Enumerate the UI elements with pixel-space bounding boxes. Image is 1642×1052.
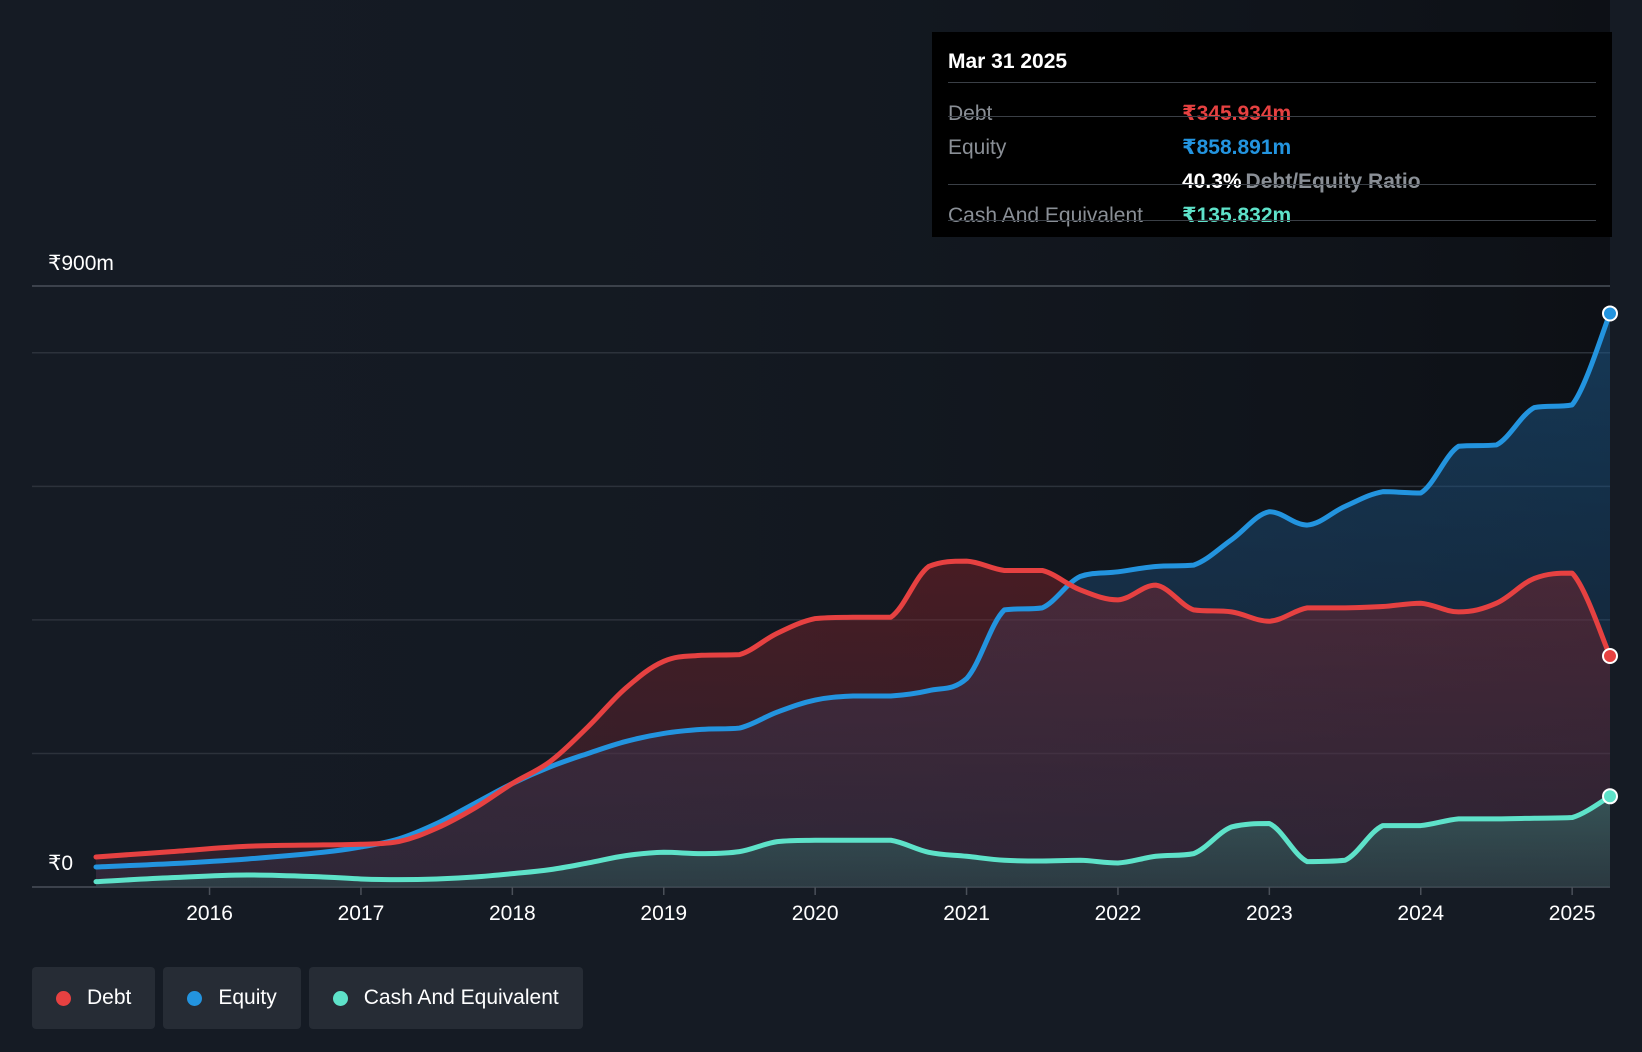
debt-end-marker xyxy=(1602,647,1618,664)
tooltip-divider xyxy=(948,184,1596,185)
tooltip-ratio-value: 40.3% xyxy=(1182,170,1242,193)
tooltip-cash-label: Cash And Equivalent xyxy=(948,204,1143,227)
tooltip-ratio-row: 40.3% Debt/Equity Ratio xyxy=(948,165,1596,199)
legend-item-cash[interactable]: Cash And Equivalent xyxy=(308,967,583,1029)
legend-label-cash: Cash And Equivalent xyxy=(363,986,559,1009)
tooltip-equity-value: ₹858.891m xyxy=(1182,136,1292,159)
equity-end-marker xyxy=(1602,305,1618,322)
tooltip-debt-value: ₹345.934m xyxy=(1182,102,1292,125)
tooltip-cash-row: Cash And Equivalent ₹135.832m xyxy=(948,199,1596,233)
x-tick-label: 2021 xyxy=(943,902,990,925)
chart-tooltip: Mar 31 2025 Debt ₹345.934m Equity ₹858.8… xyxy=(932,32,1612,237)
x-tick-label: 2019 xyxy=(640,902,687,925)
tooltip-divider xyxy=(948,220,1596,221)
x-tick-label: 2017 xyxy=(338,902,385,925)
x-tick-label: 2025 xyxy=(1549,902,1596,925)
tooltip-debt-row: Debt ₹345.934m xyxy=(948,97,1596,131)
equity-dot-icon xyxy=(187,990,203,1006)
tooltip-divider xyxy=(948,116,1596,117)
x-tick-label: 2020 xyxy=(792,902,839,925)
tooltip-debt-label: Debt xyxy=(948,102,993,125)
debt-area xyxy=(96,561,1610,887)
x-tick-label: 2023 xyxy=(1246,902,1293,925)
legend-label-debt: Debt xyxy=(87,986,132,1009)
cash-end-marker xyxy=(1602,788,1618,805)
tooltip-date: Mar 31 2025 xyxy=(948,50,1068,73)
x-tick-label: 2018 xyxy=(489,902,536,925)
tooltip-ratio: 40.3% Debt/Equity Ratio xyxy=(1182,165,1421,199)
tooltip-cash-value: ₹135.832m xyxy=(1182,204,1292,227)
y-axis-min-label: ₹0 xyxy=(48,852,73,875)
cash-dot-icon xyxy=(332,990,348,1006)
tooltip-ratio-label: Debt/Equity Ratio xyxy=(1245,170,1421,193)
tooltip-divider xyxy=(948,82,1596,83)
tooltip-equity-label: Equity xyxy=(948,136,1007,159)
equity-line xyxy=(93,310,1613,870)
debt-dot-icon xyxy=(56,990,71,1006)
legend-label-equity: Equity xyxy=(218,986,277,1009)
tooltip-equity-row: Equity ₹858.891m xyxy=(948,131,1596,165)
debt-line xyxy=(93,558,1613,860)
legend-item-debt[interactable]: Debt xyxy=(32,967,156,1029)
legend-item-equity[interactable]: Equity xyxy=(163,967,301,1029)
x-tick-label: 2016 xyxy=(186,902,233,925)
cash-line xyxy=(93,793,1613,885)
x-tick-label: 2024 xyxy=(1397,902,1444,925)
x-tick-label: 2022 xyxy=(1095,902,1142,925)
chart-legend: Debt Equity Cash And Equivalent xyxy=(32,967,583,1029)
y-axis-max-label: ₹900m xyxy=(48,252,114,275)
